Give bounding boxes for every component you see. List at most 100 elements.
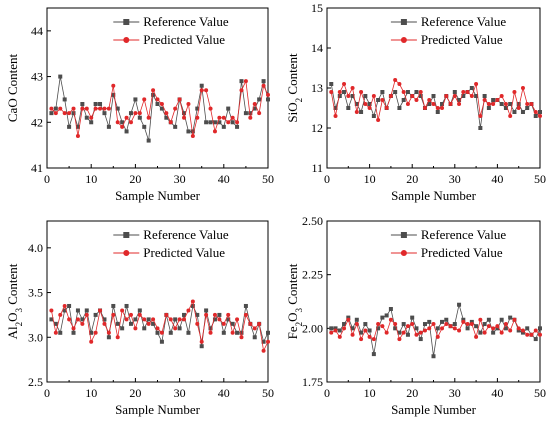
- predicted-point: [508, 114, 513, 118]
- reference-point: [146, 317, 151, 322]
- predicted-point: [217, 317, 222, 322]
- predicted-point: [257, 111, 262, 116]
- reference-point: [252, 106, 257, 111]
- y-tick-label: 2.25: [302, 268, 323, 282]
- predicted-point: [469, 322, 474, 327]
- legend-marker: [400, 250, 407, 256]
- reference-point: [248, 111, 253, 116]
- reference-point: [186, 129, 191, 134]
- predicted-point: [359, 337, 364, 342]
- reference-point: [106, 124, 111, 129]
- x-tick-label: 50: [534, 386, 546, 400]
- reference-point: [217, 312, 222, 317]
- reference-point: [93, 102, 98, 106]
- y-axis-title-part: CaO Content: [5, 53, 20, 122]
- predicted-point: [155, 326, 160, 331]
- reference-point: [75, 124, 80, 129]
- predicted-point: [75, 317, 80, 322]
- reference-point: [226, 106, 231, 111]
- reference-point: [137, 308, 142, 313]
- predicted-point: [520, 86, 525, 90]
- reference-point: [337, 94, 342, 98]
- reference-point: [128, 321, 133, 326]
- x-tick-label: 40: [218, 172, 230, 186]
- reference-point: [384, 313, 389, 318]
- predicted-point: [388, 317, 393, 322]
- reference-point: [120, 120, 125, 125]
- reference-point: [212, 317, 217, 322]
- reference-point: [75, 308, 80, 313]
- y-tick-label: 13: [311, 81, 323, 95]
- predicted-point: [440, 106, 445, 110]
- reference-point: [508, 102, 513, 106]
- reference-point: [84, 308, 89, 313]
- predicted-point: [440, 326, 445, 331]
- reference-point: [512, 110, 517, 114]
- y-tick-label: 3.5: [28, 286, 43, 300]
- predicted-point: [248, 115, 253, 120]
- predicted-point: [491, 326, 496, 331]
- predicted-point: [221, 115, 226, 120]
- reference-point: [397, 106, 402, 110]
- reference-point: [337, 328, 342, 333]
- legend-label: Predicted Value: [421, 245, 503, 260]
- predicted-point: [410, 322, 415, 327]
- reference-point: [261, 79, 266, 84]
- predicted-point: [499, 330, 504, 335]
- legend-marker: [123, 37, 130, 43]
- reference-point: [266, 97, 270, 102]
- reference-point: [359, 110, 364, 114]
- reference-point: [329, 82, 334, 86]
- fe2o3-panel: 0 10 20 30 40 50 1.75 2.00 2.25 2.50 Sample Number…: [285, 214, 546, 417]
- reference-point: [478, 126, 483, 130]
- predicted-point: [461, 90, 466, 94]
- reference-point: [474, 94, 479, 98]
- reference-point: [120, 326, 125, 331]
- reference-point: [457, 98, 462, 102]
- reference-point: [371, 352, 376, 357]
- predicted-point: [195, 321, 200, 326]
- x-tick-label: 50: [534, 172, 546, 186]
- reference-point: [495, 326, 500, 331]
- legend-marker: [123, 19, 130, 25]
- reference-point: [333, 106, 338, 110]
- predicted-point: [452, 94, 457, 98]
- reference-point: [230, 321, 235, 326]
- reference-point: [367, 102, 372, 106]
- y-axis-title-part: Content: [5, 263, 20, 308]
- predicted-point: [128, 120, 133, 125]
- reference-point: [115, 106, 120, 111]
- reference-point: [111, 92, 116, 97]
- reference-point: [350, 326, 355, 331]
- predicted-point: [186, 102, 191, 106]
- predicted-point: [499, 94, 504, 98]
- reference-point: [266, 330, 270, 335]
- reference-point: [482, 94, 487, 98]
- predicted-point: [146, 321, 151, 326]
- reference-point: [380, 90, 385, 94]
- reference-point: [461, 317, 466, 322]
- predicted-point: [380, 98, 385, 102]
- x-axis-title: Sample Number: [391, 402, 477, 417]
- predicted-point: [422, 106, 427, 110]
- x-tick-label: 20: [129, 386, 141, 400]
- predicted-point: [106, 330, 111, 335]
- reference-point: [329, 326, 334, 331]
- predicted-point: [342, 82, 347, 86]
- reference-point: [431, 94, 436, 98]
- predicted-point: [115, 120, 120, 125]
- reference-point: [102, 111, 107, 116]
- predicted-point: [111, 83, 116, 88]
- predicted-point: [230, 115, 235, 120]
- reference-point: [363, 94, 368, 98]
- predicted-point: [62, 303, 67, 308]
- predicted-point: [474, 334, 479, 339]
- y-tick-label: 2.00: [302, 321, 323, 335]
- predicted-point: [120, 308, 125, 313]
- reference-point: [142, 326, 147, 331]
- reference-point: [478, 330, 483, 335]
- reference-point: [538, 326, 542, 331]
- predicted-point: [133, 111, 138, 116]
- reference-point: [503, 106, 508, 110]
- predicted-point: [418, 330, 423, 335]
